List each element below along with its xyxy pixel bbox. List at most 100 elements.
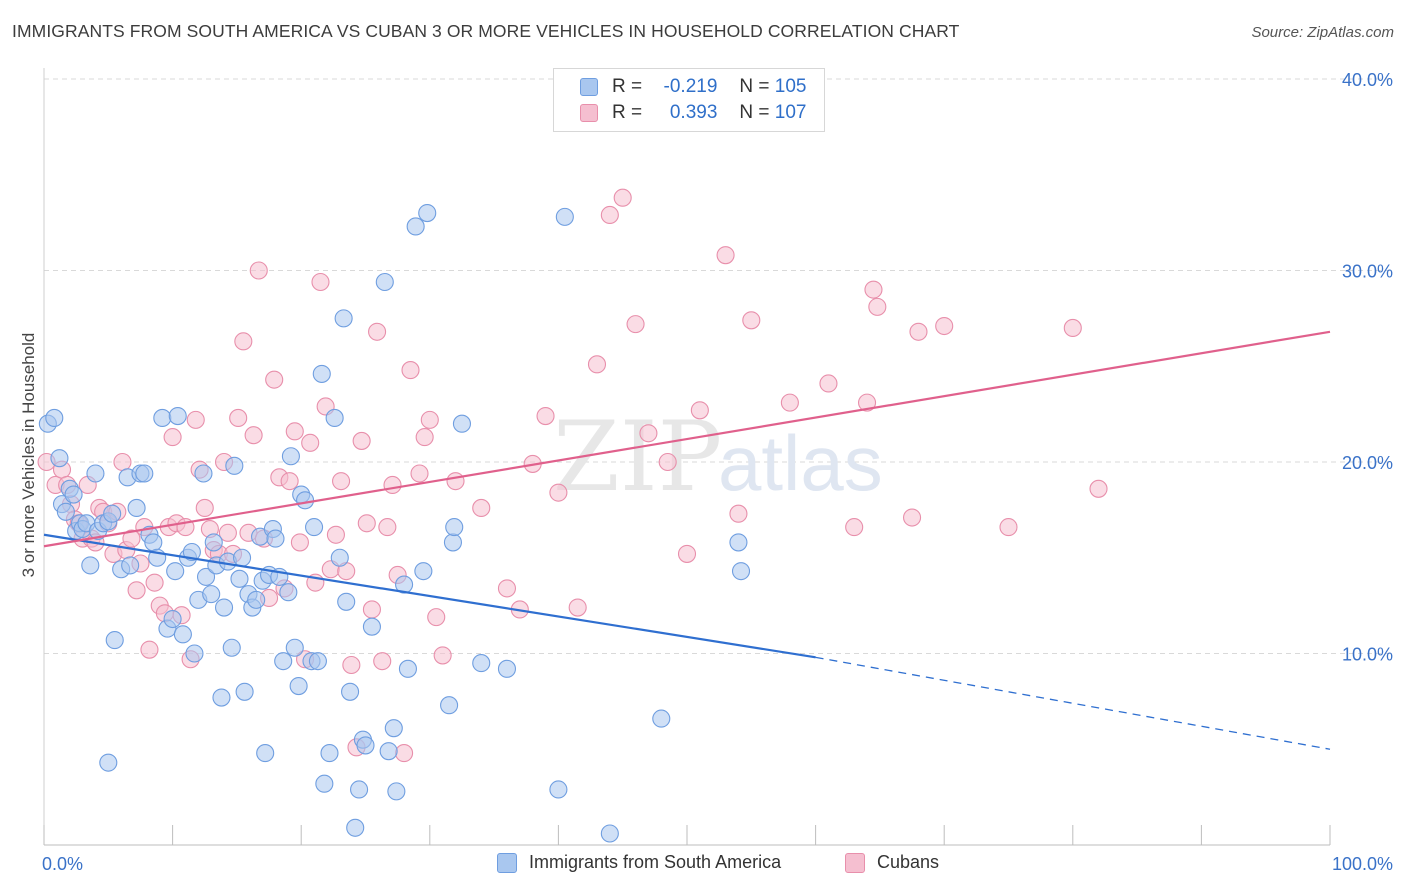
cubans-point (195, 498, 214, 518)
immigrants-point (440, 696, 459, 715)
immigrants-point (50, 449, 69, 468)
cubans-point (845, 518, 864, 537)
cubans-point (352, 431, 371, 450)
cubans-point (332, 472, 351, 491)
bottom-legend-cubans: Cubans (845, 852, 939, 873)
immigrants-point (202, 585, 221, 604)
cubans-point (819, 374, 838, 393)
cubans-point (301, 433, 320, 452)
immigrants-point (443, 533, 462, 552)
cubans-point (122, 529, 141, 548)
legend-swatch-pink (580, 104, 598, 122)
immigrants-point (337, 592, 356, 611)
cubans-point (729, 504, 748, 523)
immigrants-point (445, 518, 464, 537)
immigrants-point (173, 625, 192, 644)
cubans-point (163, 428, 182, 447)
immigrants-point (163, 609, 182, 629)
cubans-point (742, 311, 761, 330)
immigrants-point (362, 617, 381, 636)
cubans-point (420, 410, 439, 429)
cubans-point (472, 498, 491, 518)
immigrants-point (308, 652, 327, 671)
immigrants-point (225, 456, 244, 475)
immigrants-point (247, 590, 266, 609)
immigrants-point (166, 562, 185, 581)
cubans-point (229, 408, 248, 428)
watermark: ZIP atlas (553, 401, 883, 513)
immigrants-point (497, 659, 517, 678)
cubans-point (395, 744, 414, 763)
cubans-point (935, 316, 954, 336)
cubans-point (378, 518, 397, 537)
cubans-point (410, 464, 429, 483)
immigrants-point (256, 744, 275, 763)
immigrants-point (330, 548, 349, 567)
immigrants-point (81, 556, 100, 575)
cubans-point (433, 646, 452, 665)
immigrants-point (168, 406, 187, 426)
immigrants-point (387, 782, 406, 801)
cubans-point (600, 205, 619, 225)
legend-r-value: 0.393 (669, 102, 718, 123)
cubans-point (244, 426, 263, 445)
immigrants-point (346, 818, 365, 837)
trend-lines (43, 330, 1331, 750)
immigrants-point (350, 780, 369, 799)
cubans-point (342, 655, 361, 675)
watermark-atlas: atlas (718, 419, 883, 507)
legend-n-value: 107 (774, 102, 807, 123)
cubans-point (658, 452, 677, 472)
cubans-point (290, 533, 309, 552)
cubans-point (902, 508, 922, 527)
immigrants-point (230, 569, 249, 588)
immigrants-point (182, 542, 201, 562)
cubans-point (536, 406, 555, 426)
immigrants-point (379, 742, 398, 761)
immigrants-trend-line (43, 533, 816, 659)
immigrants-point (56, 502, 75, 521)
immigrants-point (555, 207, 574, 226)
cubans-point (497, 579, 517, 598)
cubans-point (626, 315, 645, 334)
immigrants-point (334, 309, 353, 328)
legend-row-cubans: R = 0.393 N = 107 (580, 100, 806, 126)
immigrants-point (279, 583, 298, 602)
immigrants-point (652, 709, 671, 728)
cubans-point (1063, 318, 1082, 338)
cubans-point (427, 608, 446, 627)
immigrants-point (222, 638, 241, 657)
cubans-point (690, 401, 709, 420)
immigrants-point (45, 408, 64, 428)
cubans-point (716, 246, 735, 265)
immigrants-point (600, 824, 619, 843)
immigrants-point (305, 518, 324, 537)
cubans-point (909, 322, 928, 341)
cubans-point (613, 188, 632, 207)
immigrants-point (312, 364, 331, 383)
cubans-point (857, 393, 877, 412)
cubans-point (677, 544, 697, 563)
immigrants-point (729, 533, 748, 552)
cubans-point (186, 410, 205, 429)
immigrants-point (127, 498, 146, 518)
immigrants-point (549, 780, 568, 799)
bottom-legend-immigrants: Immigrants from South America (497, 852, 781, 873)
immigrants-point (135, 464, 154, 483)
cubans-point (249, 261, 268, 280)
legend: R = -0.219 N = 105 R = 0.393 N = 107 (553, 68, 825, 132)
legend-row-immigrants: R = -0.219 N = 105 (580, 74, 806, 100)
immigrants-point (103, 504, 122, 523)
tick-labels: 10.0% 20.0% 30.0% 40.0% 0.0% 100.0% (42, 70, 1393, 874)
immigrants-point (212, 688, 231, 707)
cubans-point (285, 422, 304, 441)
immigrants-point (406, 217, 425, 236)
immigrants-point (472, 654, 491, 673)
immigrants-point (398, 659, 417, 678)
cubans-point (864, 280, 883, 299)
legend-r-label: R = (612, 76, 643, 97)
immigrants-point (99, 753, 118, 772)
immigrants-point (414, 562, 433, 581)
immigrants-point (452, 414, 472, 433)
immigrants-point (320, 744, 339, 763)
